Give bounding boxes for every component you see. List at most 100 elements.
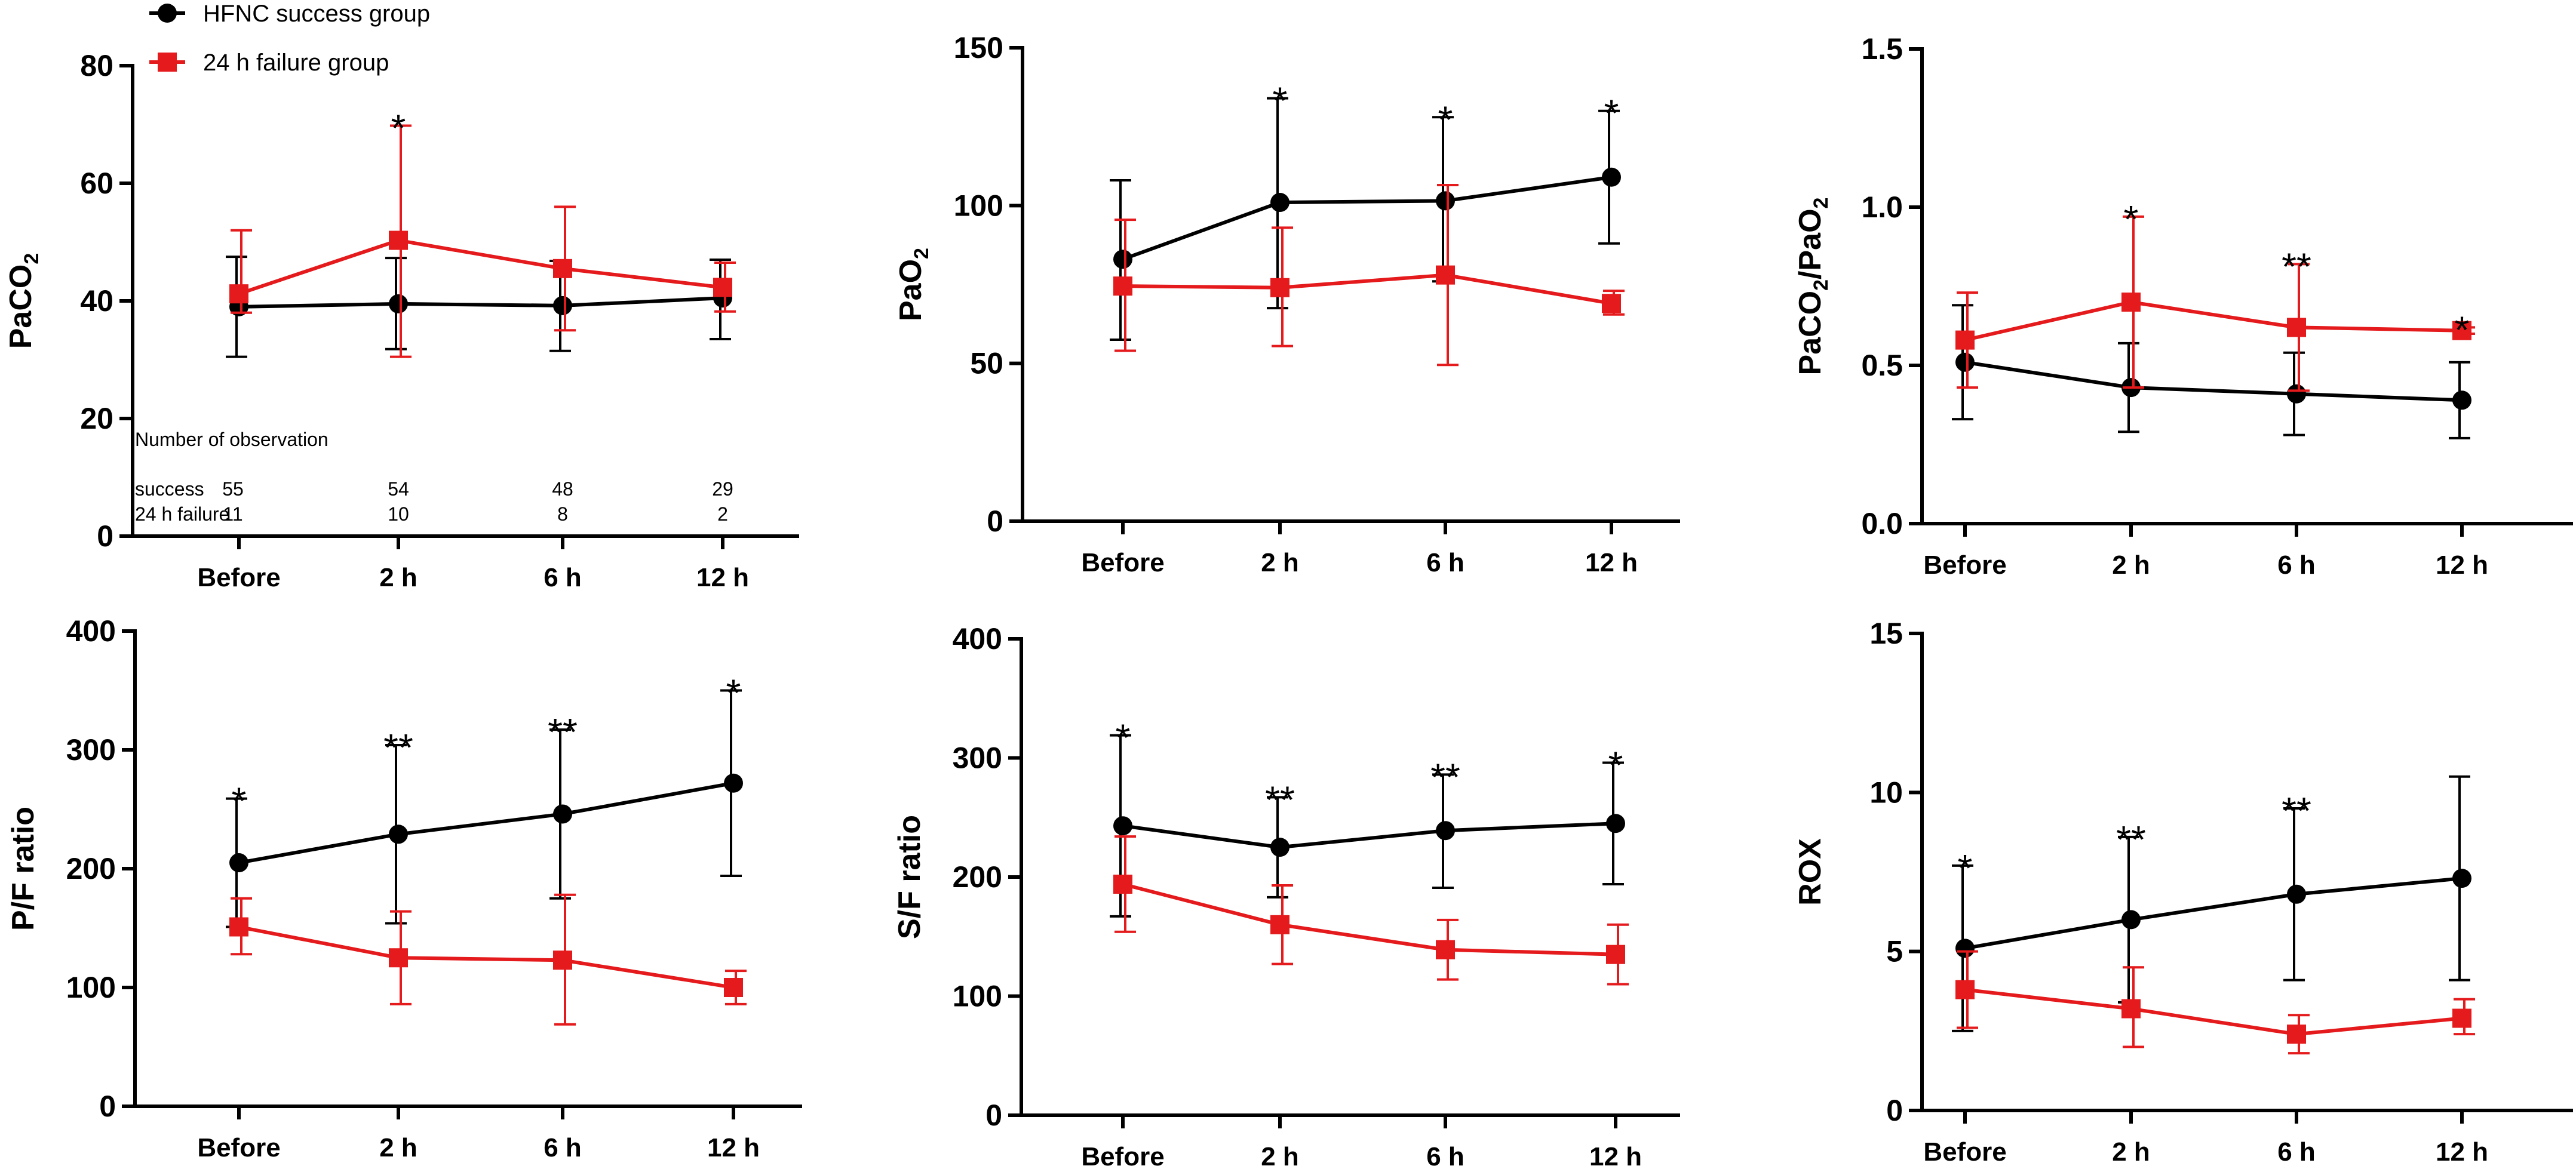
series-failure xyxy=(1113,835,1629,986)
data-point xyxy=(553,804,572,824)
series-success xyxy=(226,689,743,928)
significance-marker: * xyxy=(1273,79,1288,122)
y-tick-label: 0 xyxy=(97,519,113,553)
data-point xyxy=(1436,940,1455,959)
significance-marker: ** xyxy=(2282,245,2311,288)
data-point xyxy=(1602,167,1621,187)
y-tick-label: 15 xyxy=(1869,617,1903,650)
series-line xyxy=(238,238,723,296)
data-point xyxy=(1113,250,1132,269)
y-tick-label: 200 xyxy=(953,860,1002,894)
observation-failure-label: 24 h failure xyxy=(135,503,229,525)
data-point xyxy=(1955,980,1975,999)
data-point xyxy=(389,824,408,844)
data-point xyxy=(1113,816,1132,836)
data-point xyxy=(1270,915,1289,934)
data-point xyxy=(553,950,572,970)
data-point xyxy=(1113,276,1132,296)
chart-panel-2: 0 50 100 150 Before 2 h 6 h 12 h PaO2 * * * xyxy=(894,31,1680,577)
y-tick-label: 0 xyxy=(985,1099,1002,1132)
series-line xyxy=(1964,987,2463,1036)
data-point xyxy=(2121,293,2141,312)
data-point xyxy=(389,948,408,968)
y-tick-label: 100 xyxy=(66,971,116,1004)
series-success xyxy=(1110,97,1621,342)
series-line xyxy=(1122,175,1612,261)
legend-success-label: HFNC success group xyxy=(203,1,430,27)
observation-failure-count: 10 xyxy=(388,503,409,525)
y-axis-label: P/F ratio xyxy=(6,807,41,931)
legend-failure-marker xyxy=(158,53,177,72)
data-point xyxy=(713,278,732,297)
significance-marker: * xyxy=(1608,743,1623,786)
significance-marker: * xyxy=(391,106,406,149)
data-point xyxy=(2287,1025,2306,1044)
y-tick-label: 0.0 xyxy=(1861,507,1903,540)
x-tick-label: 12 h xyxy=(2436,550,2488,580)
data-point xyxy=(2452,390,2471,410)
data-point xyxy=(1436,265,1455,285)
y-tick-label: 20 xyxy=(80,402,113,435)
significance-marker: * xyxy=(2124,198,2139,241)
data-point xyxy=(2452,321,2471,340)
y-tick-label: 1.5 xyxy=(1861,32,1903,66)
data-point xyxy=(1270,193,1289,213)
series-line xyxy=(238,781,734,865)
series-failure xyxy=(1955,950,2475,1055)
observation-failure-count: 2 xyxy=(717,503,728,525)
data-point xyxy=(2121,999,2141,1019)
chart-panel-1: 0 20 40 60 80 Before 2 h 6 h 12 h PaCO2 * xyxy=(4,49,799,592)
x-tick-label: 6 h xyxy=(544,1133,582,1162)
x-tick-label: Before xyxy=(1923,550,2006,580)
data-point xyxy=(229,917,248,937)
observation-success-count: 54 xyxy=(388,478,409,500)
y-tick-label: 1.0 xyxy=(1861,190,1903,224)
data-point xyxy=(1606,814,1625,833)
data-point xyxy=(389,294,408,313)
observation-success-label: success xyxy=(135,478,204,500)
series-success xyxy=(1952,775,2471,1032)
significance-marker: * xyxy=(1438,98,1453,141)
data-point xyxy=(2287,318,2306,337)
x-tick-label: 12 h xyxy=(2436,1137,2488,1166)
data-point xyxy=(229,284,248,304)
y-axis-label: PaCO2 xyxy=(4,253,43,349)
data-point xyxy=(229,853,248,873)
data-point xyxy=(2452,1008,2471,1028)
x-tick-label: 2 h xyxy=(1261,1142,1299,1166)
x-tick-label: 2 h xyxy=(379,563,417,592)
data-point xyxy=(389,230,408,250)
y-tick-label: 100 xyxy=(954,189,1003,222)
observation-table: Number of observation success 24 h failu… xyxy=(135,429,733,525)
y-tick-label: 400 xyxy=(953,622,1002,656)
significance-marker: ** xyxy=(383,726,413,769)
data-point xyxy=(2287,884,2306,904)
x-tick-label: 2 h xyxy=(2112,1137,2150,1166)
y-tick-label: 0.5 xyxy=(1861,349,1903,382)
series-success xyxy=(1110,734,1625,918)
y-tick-label: 40 xyxy=(80,284,113,318)
x-tick-label: 2 h xyxy=(2112,550,2150,580)
significance-marker: * xyxy=(2455,308,2470,351)
y-tick-label: 10 xyxy=(1869,776,1903,809)
x-tick-label: 6 h xyxy=(1426,1142,1464,1166)
data-point xyxy=(1955,939,1975,958)
series-line xyxy=(1122,882,1616,956)
significance-marker: ** xyxy=(1265,778,1295,821)
y-axis-label: ROX xyxy=(1793,838,1828,906)
series-line xyxy=(1964,300,2463,342)
significance-marker: * xyxy=(1958,847,1973,890)
data-point xyxy=(1436,191,1455,211)
series-failure xyxy=(229,893,747,1026)
series-failure xyxy=(229,124,736,358)
x-tick-label: Before xyxy=(1923,1137,2006,1166)
series-line xyxy=(238,296,723,309)
x-tick-label: 6 h xyxy=(544,563,582,592)
series-line xyxy=(1964,360,2463,402)
significance-marker: * xyxy=(1116,716,1131,759)
data-point xyxy=(1113,874,1132,894)
